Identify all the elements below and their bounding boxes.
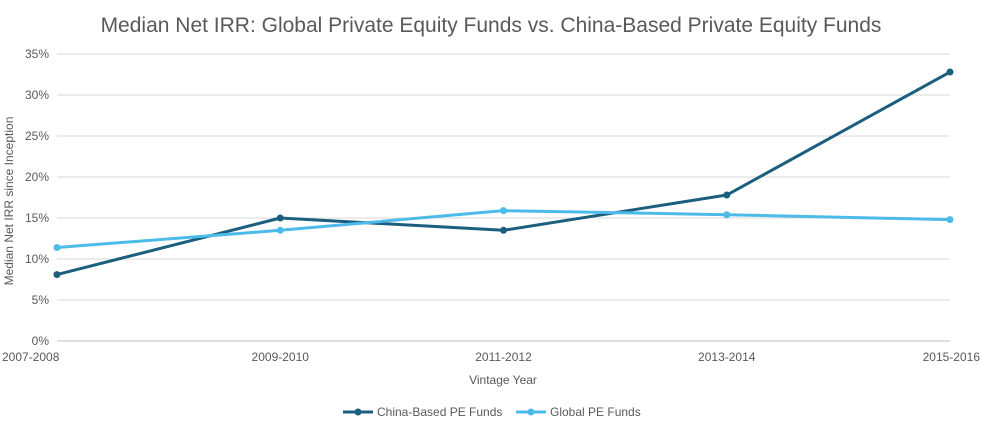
y-tick-label: 0%: [32, 334, 50, 348]
data-point: [946, 216, 954, 224]
chart-title: Median Net IRR: Global Private Equity Fu…: [101, 14, 882, 37]
data-point: [53, 244, 61, 252]
y-tick-label: 25%: [25, 129, 49, 143]
series-line-0: [55, 70, 952, 277]
x-tick-label: 2011-2012: [475, 350, 532, 364]
data-point: [500, 226, 507, 234]
data-point: [946, 68, 954, 76]
x-axis-label: Vintage Year: [469, 373, 537, 387]
data-point: [53, 271, 61, 279]
y-tick-label: 5%: [32, 293, 50, 307]
x-tick-label: 2007-2008: [2, 350, 60, 364]
legend: China-Based PE Funds Global PE Funds: [343, 405, 641, 419]
data-point: [276, 226, 284, 234]
y-tick-label: 15%: [25, 211, 49, 225]
series-lines: [53, 68, 954, 279]
legend-label: Global PE Funds: [550, 405, 641, 419]
legend-swatch-marker: [527, 408, 535, 416]
x-tick-label: 2013-2014: [698, 350, 756, 364]
y-tick-label: 10%: [25, 252, 49, 266]
x-tick-label: 2009-2010: [252, 350, 310, 364]
x-axis-tick-labels: 2007-2008 2009-2010 2011-2012 2013-2014 2015…: [2, 350, 980, 364]
y-tick-label: 30%: [25, 88, 49, 102]
data-point: [500, 207, 507, 215]
data-point: [723, 191, 731, 199]
y-axis-tick-labels: 0% 5% 10% 15% 20% 25% 30% 35%: [25, 47, 49, 348]
legend-swatch-marker: [354, 408, 362, 416]
y-tick-label: 20%: [25, 170, 49, 184]
data-point: [723, 211, 731, 219]
legend-label: China-Based PE Funds: [377, 405, 502, 419]
data-point: [276, 214, 284, 222]
gridlines: [57, 53, 950, 342]
x-tick-label: 2015-2016: [923, 350, 981, 364]
y-axis-label: Median Net IRR since Inception: [2, 117, 16, 286]
y-tick-label: 35%: [25, 47, 49, 61]
